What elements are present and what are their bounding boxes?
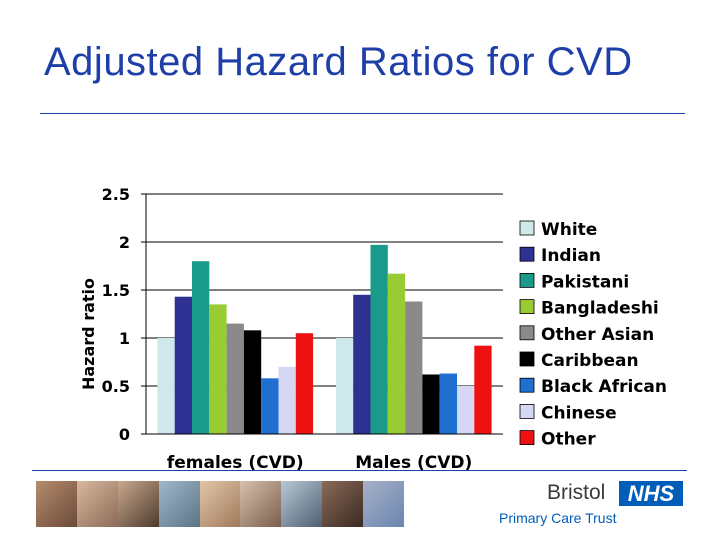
legend-swatch bbox=[519, 299, 535, 315]
bar-pakistani bbox=[192, 261, 210, 434]
bar-indian bbox=[174, 296, 192, 434]
photo-image bbox=[322, 481, 364, 527]
legend-label: White bbox=[541, 220, 597, 240]
bar-other-asian bbox=[226, 323, 244, 434]
footer-divider bbox=[32, 470, 687, 471]
bar-white bbox=[335, 338, 354, 434]
slide-title: Adjusted Hazard Ratios for CVD bbox=[44, 40, 633, 84]
photo-image bbox=[117, 481, 159, 527]
photo-image bbox=[240, 481, 282, 527]
axes: 0 0.5 1 1.5 2 2.5 Hazard ratio females (CVD) Mal… bbox=[79, 185, 503, 473]
photo-image bbox=[76, 481, 118, 527]
y-tick-label: 2.5 bbox=[102, 185, 130, 204]
legend-swatch bbox=[519, 351, 535, 367]
bar-bangladeshi bbox=[387, 273, 406, 434]
x-category-label: females (CVD) bbox=[167, 453, 304, 473]
bar-white bbox=[157, 338, 175, 434]
bar-black-african bbox=[439, 373, 457, 434]
bar-pakistani bbox=[370, 244, 388, 434]
photo-image bbox=[199, 481, 241, 527]
legend-swatch bbox=[519, 430, 535, 446]
bar-indian bbox=[353, 294, 371, 434]
legend-label: Chinese bbox=[541, 403, 617, 423]
photo-image bbox=[36, 481, 77, 527]
legend-label: Other Asian bbox=[541, 325, 654, 345]
bar-other-asian bbox=[405, 301, 423, 434]
y-tick-label: 1 bbox=[119, 329, 130, 348]
y-tick-label: 1.5 bbox=[102, 281, 130, 300]
legend-label: Indian bbox=[541, 246, 601, 266]
photo-image bbox=[281, 481, 323, 527]
bar-chinese bbox=[278, 366, 296, 434]
photo-image bbox=[158, 481, 200, 527]
y-tick-label: 0.5 bbox=[102, 377, 130, 396]
bar-other bbox=[295, 333, 314, 434]
brand-primary-care-trust: Primary Care Trust bbox=[499, 510, 617, 526]
x-category-label: Males (CVD) bbox=[355, 453, 472, 473]
bar-chinese bbox=[457, 386, 475, 434]
legend-label: Black African bbox=[541, 377, 667, 397]
brand-bristol: Bristol bbox=[547, 481, 606, 504]
legend-label: Pakistani bbox=[541, 272, 629, 292]
photo-image bbox=[363, 481, 405, 527]
bar-black-african bbox=[261, 378, 279, 434]
legend-swatch bbox=[519, 246, 535, 262]
legend-label: Caribbean bbox=[541, 351, 639, 371]
y-tick-label: 2 bbox=[119, 233, 130, 252]
bars bbox=[157, 244, 492, 434]
nhs-branding: Bristol NHS Primary Care Trust bbox=[495, 478, 690, 532]
photo-strip bbox=[36, 481, 405, 527]
legend: White Indian Pakistani Bangladeshi Other Asi… bbox=[515, 212, 670, 454]
bar-other bbox=[474, 345, 492, 434]
legend-swatch bbox=[519, 220, 535, 236]
bar-caribbean bbox=[422, 374, 440, 434]
title-divider bbox=[40, 113, 685, 114]
bar-caribbean bbox=[243, 330, 262, 434]
legend-label: Bangladeshi bbox=[541, 299, 659, 319]
y-tick-label: 0 bbox=[119, 425, 130, 444]
legend-swatch bbox=[519, 272, 535, 288]
bar-bangladeshi bbox=[209, 304, 227, 434]
legend-swatch bbox=[519, 403, 535, 419]
legend-swatch bbox=[519, 325, 535, 341]
nhs-logo: NHS bbox=[619, 481, 683, 506]
legend-box bbox=[515, 212, 670, 454]
y-axis-label: Hazard ratio bbox=[79, 278, 98, 390]
legend-swatch bbox=[519, 377, 535, 393]
legend-label: Other bbox=[541, 430, 596, 450]
